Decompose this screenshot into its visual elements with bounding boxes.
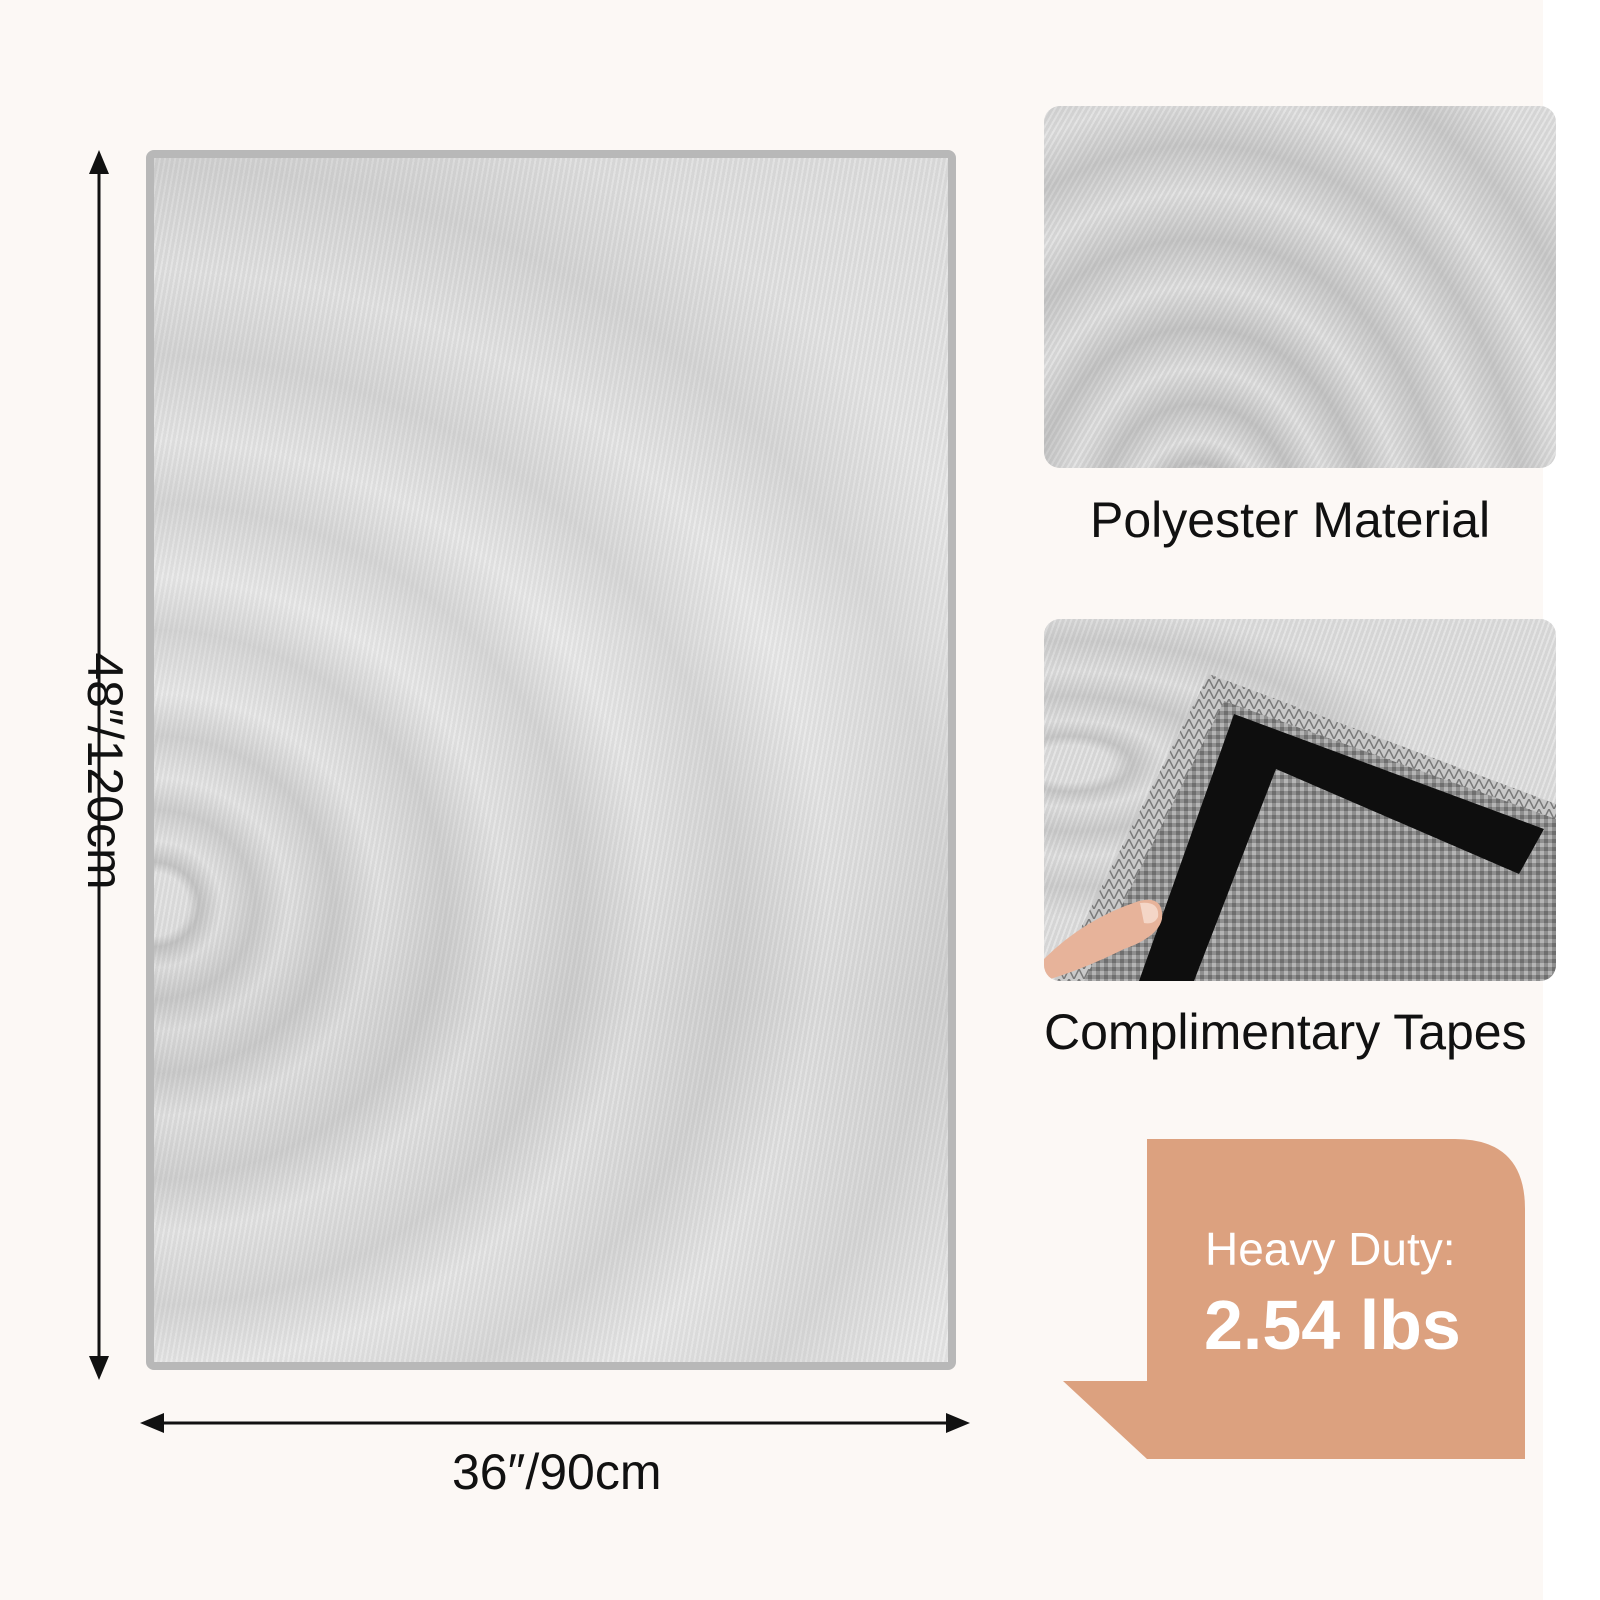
tapes-image — [1044, 619, 1556, 981]
width-label: 36″/90cm — [452, 1444, 662, 1500]
badge-heavy-duty-text: Heavy Duty: — [1205, 1223, 1456, 1275]
badge-weight-value: 2.54 lbs — [1204, 1286, 1461, 1364]
polyester-texture-image — [1044, 106, 1556, 468]
complimentary-tapes-label: Complimentary Tapes — [1044, 1004, 1527, 1060]
finger-shape — [1044, 899, 1163, 981]
width-dimension-arrow — [140, 1413, 970, 1433]
height-label: 48″/120cm — [77, 652, 133, 890]
rug-corner-illustration — [1044, 674, 1556, 981]
polyester-material-label: Polyester Material — [1090, 492, 1491, 548]
rug-image — [146, 150, 956, 1370]
corner-tape-shape — [1139, 714, 1544, 981]
height-dimension-arrow — [89, 150, 109, 1380]
weight-badge — [1063, 1139, 1525, 1459]
